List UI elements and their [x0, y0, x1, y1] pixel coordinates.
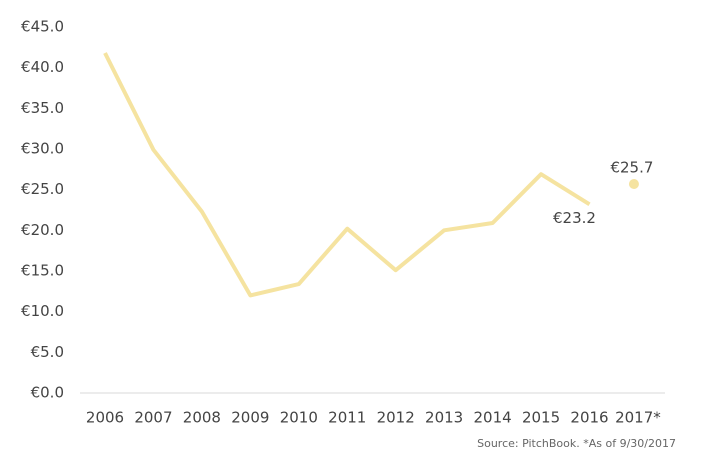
x-tick-label: 2017*	[615, 409, 661, 427]
y-tick-label: €5.0	[31, 343, 64, 361]
y-tick-label: €0.0	[31, 384, 64, 402]
data-label: €25.7	[610, 158, 653, 176]
y-tick-label: €10.0	[21, 302, 64, 320]
y-tick-label: €40.0	[21, 58, 64, 76]
x-tick-label: 2013	[425, 409, 463, 427]
x-tick-label: 2011	[328, 409, 366, 427]
data-label: €23.2	[553, 209, 596, 227]
y-tick-label: €25.0	[21, 180, 64, 198]
y-tick-label: €20.0	[21, 221, 64, 239]
y-tick-label: €15.0	[21, 262, 64, 280]
x-tick-label: 2006	[86, 409, 124, 427]
x-tick-label: 2016	[570, 409, 608, 427]
x-tick-label: 2015	[522, 409, 560, 427]
x-tick-label: 2012	[377, 409, 415, 427]
y-tick-label: €35.0	[21, 99, 64, 117]
point	[628, 178, 639, 189]
x-tick-label: 2007	[134, 409, 172, 427]
x-tick-label: 2014	[474, 409, 512, 427]
x-tick-label: 2010	[280, 409, 318, 427]
line	[103, 52, 591, 298]
source-note: Source: PitchBook. *As of 9/30/2017	[477, 437, 676, 450]
x-tick-label: 2009	[231, 409, 269, 427]
x-tick-label: 2008	[183, 409, 221, 427]
y-tick-label: €45.0	[21, 18, 64, 36]
y-tick-label: €30.0	[21, 140, 64, 158]
